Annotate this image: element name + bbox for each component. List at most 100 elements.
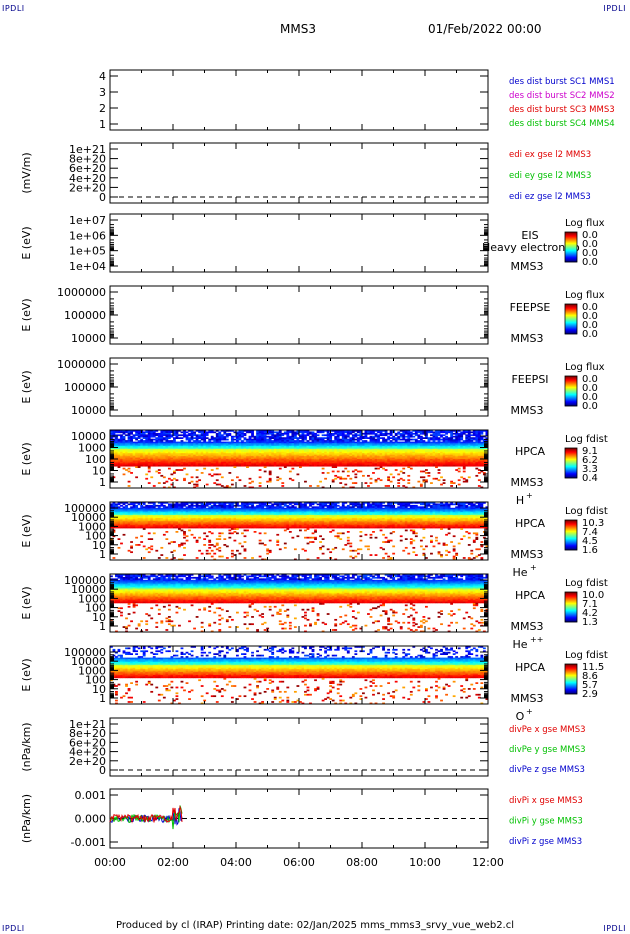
- date-title: 01/Feb/2022 00:00: [428, 22, 542, 36]
- y-tick-label: 2: [99, 102, 106, 115]
- colorbar-step: [565, 606, 577, 608]
- colorbar-step: [565, 692, 577, 694]
- colorbar-tick-label: 5.7: [582, 680, 598, 691]
- colorbar-step: [565, 531, 577, 533]
- y-tick-label: 4: [99, 70, 106, 83]
- colorbar-step: [565, 253, 577, 255]
- colorbar-step: [565, 597, 577, 599]
- colorbar-frame: [564, 591, 578, 623]
- y-axis-label: (nPa/km): [20, 794, 33, 843]
- colorbar-step: [565, 247, 577, 249]
- y-tick-label: 0: [99, 191, 106, 204]
- colorbar-step: [565, 530, 577, 532]
- colorbar-title: Log flux: [565, 362, 605, 373]
- colorbar-step: [565, 256, 577, 258]
- colorbar-step: [565, 602, 577, 604]
- colorbar-tick-label: 0.0: [582, 401, 598, 412]
- y-axis-label: (nPa/km): [20, 722, 33, 771]
- colorbar-step: [565, 401, 577, 403]
- colorbar-step: [565, 533, 577, 535]
- x-tick-label: 00:00: [94, 856, 126, 869]
- colorbar-step: [565, 541, 577, 543]
- colorbar-step: [565, 384, 577, 386]
- y-tick-label: 0: [99, 764, 106, 777]
- spacecraft-label: MMS3: [511, 548, 544, 561]
- colorbar-step: [565, 250, 577, 252]
- colorbar-step: [565, 679, 577, 681]
- colorbar-step: [565, 522, 577, 524]
- colorbar-step: [565, 525, 577, 527]
- colorbar-step: [565, 466, 577, 468]
- colorbar-step: [565, 538, 577, 540]
- colorbar-tick-label: 6.2: [582, 455, 598, 466]
- colorbar-step: [565, 666, 577, 668]
- colorbar-frame: [564, 519, 578, 551]
- spectrogram: [110, 574, 489, 633]
- colorbar-tick-label: 0.0: [582, 248, 598, 259]
- colorbar-step: [565, 682, 577, 684]
- series-line-red: [109, 805, 183, 824]
- y-tick-label: 0.000: [75, 813, 107, 826]
- spacecraft-label: MMS3: [511, 620, 544, 633]
- legend-entry: divPe z gse MMS3: [509, 765, 585, 775]
- y-tick-label: 1000: [78, 592, 106, 605]
- spacecraft-label: MMS3: [511, 404, 544, 417]
- colorbar-step: [565, 536, 577, 538]
- colorbar-step: [565, 381, 577, 383]
- colorbar-step: [565, 613, 577, 615]
- colorbar-step: [565, 404, 577, 406]
- legend-entry: divPi z gse MMS3: [509, 837, 582, 847]
- spacecraft-label: MMS3: [511, 260, 544, 273]
- colorbar-step: [565, 241, 577, 243]
- legend-entry: des dist burst SC2 MMS2: [509, 91, 615, 101]
- colorbar-step: [565, 387, 577, 389]
- colorbar-step: [565, 548, 577, 550]
- colorbar-step: [565, 310, 577, 312]
- colorbar-step: [565, 457, 577, 459]
- colorbar-step: [565, 676, 577, 678]
- legend-entry: edi ex gse l2 MMS3: [509, 150, 591, 160]
- colorbar-step: [565, 324, 577, 326]
- colorbar-step: [565, 322, 577, 324]
- colorbar-step: [565, 693, 577, 695]
- panel-frame: [109, 213, 489, 273]
- colorbar-step: [565, 320, 577, 322]
- colorbar-step: [565, 400, 577, 402]
- colorbar-step: [565, 462, 577, 464]
- colorbar-step: [565, 520, 577, 522]
- colorbar-tick-label: 0.0: [582, 320, 598, 331]
- colorbar-step: [565, 467, 577, 469]
- colorbar-step: [565, 615, 577, 617]
- colorbar-tick-label: 0.0: [582, 230, 598, 241]
- colorbar-step: [565, 313, 577, 315]
- x-tick-label: 04:00: [220, 856, 252, 869]
- panel-frame: [109, 69, 489, 131]
- colorbar-step: [565, 316, 577, 318]
- colorbar-step: [565, 690, 577, 692]
- colorbar-step: [565, 524, 577, 526]
- corner-tag-top-right: IPDLI: [603, 4, 626, 13]
- colorbar-step: [565, 687, 577, 689]
- y-tick-label: 1000000: [57, 358, 106, 371]
- colorbar-step: [565, 475, 577, 477]
- panel-frame: [109, 357, 489, 417]
- species-label: He: [512, 566, 527, 579]
- species-charge: +: [530, 563, 537, 572]
- colorbar-tick-label: 0.0: [582, 392, 598, 403]
- colorbar-step: [565, 608, 577, 610]
- colorbar-step: [565, 532, 577, 534]
- colorbar-step: [565, 664, 577, 666]
- colorbar-tick-label: 4.5: [582, 536, 598, 547]
- colorbar-tick-label: 2.9: [582, 689, 598, 700]
- y-tick-label: 10000: [71, 404, 106, 417]
- colorbar-frame: [564, 663, 578, 695]
- colorbar-step: [565, 677, 577, 679]
- colorbar-step: [565, 463, 577, 465]
- x-tick-label: 10:00: [409, 856, 441, 869]
- y-tick-label: -0.001: [71, 836, 106, 849]
- colorbar-step: [565, 537, 577, 539]
- y-tick-label: 6e+20: [69, 162, 106, 175]
- colorbar-step: [565, 686, 577, 688]
- y-tick-label: 1000: [78, 442, 106, 455]
